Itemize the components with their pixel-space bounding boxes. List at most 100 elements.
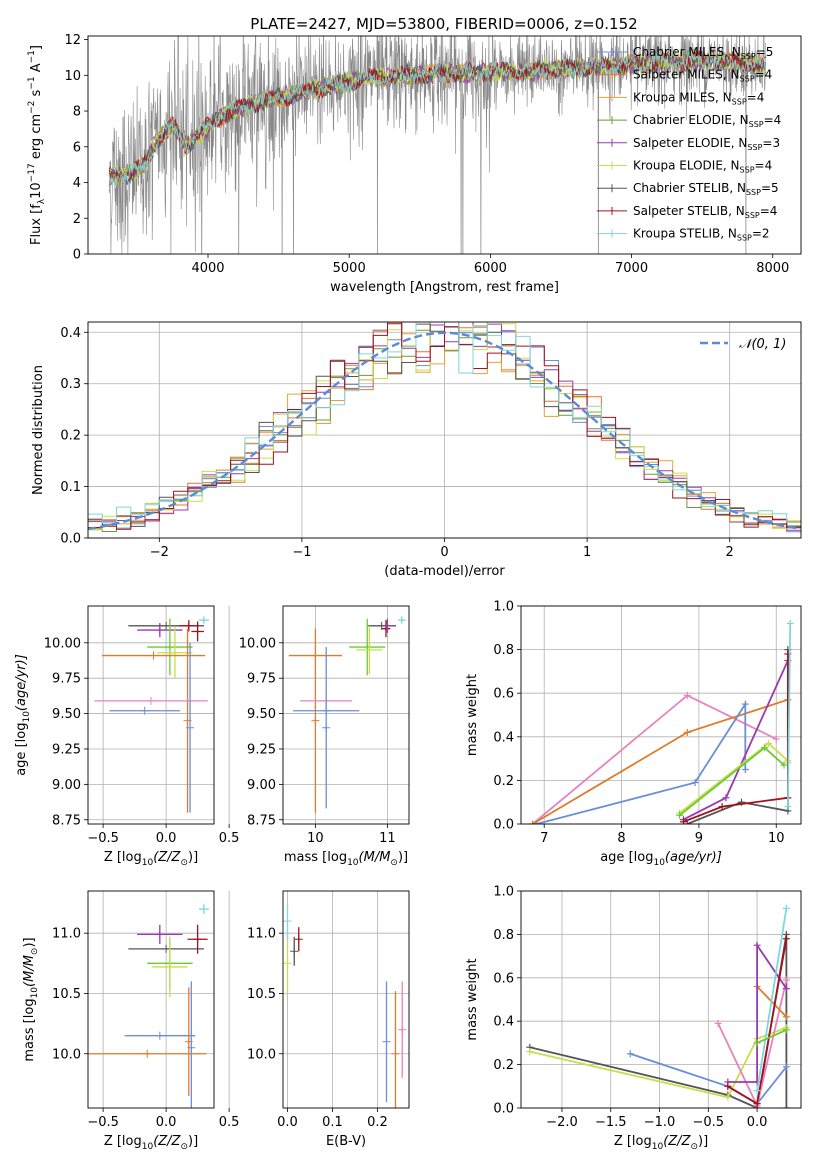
weight-line-salpeter_elodie [727, 942, 788, 1083]
error-bar-point [186, 642, 195, 813]
y-tick-label: 9.00 [52, 778, 81, 793]
error-bar-point [398, 981, 407, 1078]
x-tick-label: 0.0 [156, 831, 177, 846]
error-bar-point [391, 991, 400, 1108]
error-bar-point [109, 706, 180, 715]
label-part: 10 [347, 858, 359, 868]
x-tick-label: 7000 [615, 261, 648, 276]
y-tick-label: 0.8 [493, 643, 514, 658]
legend-suffix: =4 [764, 113, 782, 127]
axes-frame [282, 890, 410, 1109]
y-tick-label: 9.75 [52, 672, 81, 687]
model-spectrum-salpeter_stelib [108, 50, 767, 182]
y-axis-label: Normed distribution [31, 365, 46, 495]
legend-entry: 𝒩(0, 1) [739, 337, 786, 352]
x-axis-label: mass [log10​(M/M⊙​)] [284, 850, 408, 868]
error-bar-point [290, 936, 299, 966]
weight-line-chabrier_miles [536, 701, 747, 824]
plot-area [526, 904, 790, 1108]
error-bar-point [349, 618, 386, 676]
label-part: (age/yr)] [665, 850, 722, 865]
model-spectrum-kroupa_stelib [108, 51, 767, 187]
legend-sub: SSP [747, 143, 762, 152]
x-tick-label: 8 [617, 831, 625, 846]
label-part: s [29, 89, 44, 100]
label-part: erg cm [29, 114, 44, 163]
x-tick-label: 0.2 [367, 1115, 388, 1130]
error-bar-point [152, 936, 188, 998]
label-part: Normed distribution [31, 365, 46, 495]
x-tick-label: 7 [540, 831, 548, 846]
x-tick-label: −2 [150, 545, 169, 560]
label-part: 10 [142, 1142, 154, 1152]
axes-frame [282, 605, 410, 825]
legend-suffix: =4 [747, 90, 765, 104]
label-part: Flux [f [29, 204, 44, 245]
label-part: (age/yr)] [14, 654, 29, 711]
label-part: ⊙ [690, 1142, 698, 1152]
x-tick-label: 0.0 [277, 1115, 298, 1130]
y-tick-label: 10 [64, 69, 81, 84]
y-tick-label: 9.50 [52, 707, 81, 722]
y-tick-label: 0.0 [493, 818, 514, 833]
y-tick-label: 8.75 [52, 813, 81, 828]
spectrum-axes: 4000 5000 6000 7000 8000 0 2 4 6 8 10 12 wavelength … [27, 33, 802, 295]
histogram-kroupa_stelib [88, 322, 801, 524]
mass_vs_ebv-axes: 0.0 0.1 0.2 10.0 10.5 11.0 E(B-V) [247, 890, 410, 1149]
x-tick-label: 10 [307, 831, 324, 846]
x-tick-label: 8000 [756, 261, 789, 276]
y-tick-label: 0.4 [493, 1015, 514, 1030]
label-part: )] [22, 937, 37, 947]
weight-line-kroupa_elodie [529, 1026, 787, 1099]
plot-area [108, 36, 767, 254]
legend-sub: SSP [745, 211, 760, 220]
weight-line-chabrier_stelib [529, 934, 788, 1108]
legend-suffix: =5 [761, 181, 779, 195]
x-tick-label: 0.0 [747, 1115, 768, 1130]
y-axis-label: mass weight [465, 958, 480, 1040]
legend-sub: SSP [741, 52, 756, 61]
y-axis-label: Flux [fλ​10−17​ erg cm−2​ s−1​ A−1​] [27, 45, 47, 245]
y-tick-label: 10.00 [239, 636, 276, 651]
label-part: −17 [27, 163, 37, 182]
plot-area [94, 616, 209, 813]
plot-area [288, 616, 406, 813]
error-bar-point [283, 903, 292, 940]
label-part: )] [398, 850, 408, 865]
figure-title: PLATE=2427, MJD=53800, FIBERID=0006, z=0… [250, 15, 637, 33]
y-tick-label: 10.5 [247, 987, 276, 1002]
x-axis-label: Z [log10​(Z/Z⊙​)] [104, 850, 198, 868]
weight_vs_age-axes: 7 8 9 10 0.0 0.2 0.4 0.6 0.8 1.0 age [log10​(age/y… [465, 600, 802, 868]
weight_vs_z-axes: −2.0 −1.5 −1.0 −0.5 0.0 0.0 0.2 0.4 0.6 0.8 1.0 Z [… [465, 885, 802, 1152]
x-axis-label: wavelength [Angstrom, rest frame] [330, 280, 559, 295]
age_vs_z-axes: −0.5 0.0 0.5 8.75 9.00 9.25 9.50 9.75 10.00 Z [lo… [14, 605, 239, 868]
model-spectrum-chabrier_stelib [108, 51, 767, 186]
label-part: (Z/Z [153, 1134, 181, 1149]
error-bar-point [187, 981, 196, 1108]
x-tick-label: 5000 [333, 261, 366, 276]
label-part: (data-model)/error [384, 564, 505, 579]
label-part: ] [29, 45, 44, 50]
label-part: Z [log [104, 1134, 142, 1149]
legend-suffix: =2 [752, 227, 770, 241]
legend-entry: Salpeter ELODIE, NSSP=3 [633, 136, 780, 152]
y-axis-label: age [log10​(age/yr)] [14, 654, 32, 776]
y-tick-label: 9.75 [247, 672, 276, 687]
legend: Chabrier MILES, NSSP=5 Salpeter MILES, NS… [597, 45, 781, 243]
y-tick-label: 10.5 [52, 987, 81, 1002]
label-part: mass weight [465, 674, 480, 756]
x-axis-label: E(B-V) [326, 1134, 366, 1149]
label-part: wavelength [Angstrom, rest frame] [330, 280, 559, 295]
label-part: )] [698, 1134, 708, 1149]
legend-suffix: =4 [755, 68, 773, 82]
x-tick-label: 10 [768, 831, 785, 846]
x-tick-label: −0.5 [87, 831, 119, 846]
gaussian-curve [88, 331, 799, 531]
legend-suffix: =5 [756, 45, 774, 59]
error-bar-point [322, 647, 331, 809]
axes-frame [87, 605, 215, 825]
label-part: (Z/Z [663, 1134, 691, 1149]
error-bar-point [88, 1049, 207, 1058]
